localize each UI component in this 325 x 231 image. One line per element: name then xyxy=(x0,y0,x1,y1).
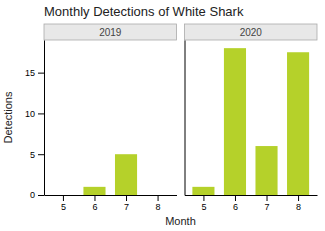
x-tick-label: 8 xyxy=(156,202,161,212)
y-tick: 10 xyxy=(25,109,44,119)
y-tick-label: 5 xyxy=(30,150,35,160)
facet-header xyxy=(185,24,318,40)
x-tick-mark xyxy=(158,195,159,201)
panel: 2019 5 6 7 8 0 5 10 15 xyxy=(25,24,177,212)
x-tick-mark xyxy=(267,195,268,201)
x-axis: 5 6 7 8 xyxy=(45,195,178,212)
x-tick-label: 7 xyxy=(124,202,129,212)
facet-header xyxy=(44,24,177,40)
facet-label: 2020 xyxy=(240,27,263,38)
background xyxy=(0,0,325,231)
bar xyxy=(52,195,74,196)
y-tick-mark xyxy=(38,154,44,155)
y-tick-label: 0 xyxy=(30,190,35,200)
x-tick: 6 xyxy=(92,195,97,212)
x-tick-mark xyxy=(63,195,64,201)
bars xyxy=(83,154,137,195)
y-axis-line xyxy=(44,41,45,196)
bar xyxy=(147,195,169,196)
x-tick-label: 5 xyxy=(61,202,66,212)
title: Monthly Detections of White Shark xyxy=(44,4,244,19)
x-tick-label: 6 xyxy=(92,202,97,212)
bar xyxy=(83,187,105,195)
x-tick-label: 6 xyxy=(233,202,238,212)
y-tick-label: 10 xyxy=(25,109,35,119)
chart: Monthly Detections of White Shark 2019 5 6 7… xyxy=(0,0,325,231)
panel: 2020 5 6 7 8 xyxy=(185,24,318,212)
x-axis-line xyxy=(45,195,178,196)
x-axis: 5 6 7 8 xyxy=(185,195,318,212)
bar xyxy=(192,187,214,195)
bar xyxy=(255,146,277,195)
x-tick-mark xyxy=(203,195,204,201)
x-tick: 6 xyxy=(233,195,238,212)
y-axis-title: Detections xyxy=(2,91,14,143)
x-tick-label: 7 xyxy=(265,202,270,212)
facet-label: 2019 xyxy=(99,27,122,38)
y-tick-mark xyxy=(38,195,44,196)
y-axis: 0 5 10 15 xyxy=(25,41,45,201)
x-tick: 5 xyxy=(61,195,66,212)
x-tick-label: 5 xyxy=(201,202,206,212)
x-tick: 8 xyxy=(296,195,301,212)
x-axis-title: Month xyxy=(165,215,196,227)
bars xyxy=(192,48,309,195)
bar xyxy=(224,48,246,195)
bar xyxy=(115,154,137,195)
y-tick: 5 xyxy=(30,150,44,160)
y-tick: 15 xyxy=(25,68,44,78)
x-tick-mark xyxy=(235,195,236,201)
y-tick-mark xyxy=(38,113,44,114)
y-tick-mark xyxy=(38,73,44,74)
x-tick-mark xyxy=(126,195,127,201)
y-tick-label: 15 xyxy=(25,68,35,78)
bar xyxy=(287,52,309,195)
x-tick-mark xyxy=(94,195,95,201)
x-axis-line xyxy=(185,195,318,196)
x-tick-label: 8 xyxy=(296,202,301,212)
y-tick: 0 xyxy=(30,190,44,200)
x-tick: 7 xyxy=(124,195,129,212)
x-tick: 7 xyxy=(265,195,270,212)
y-axis-line xyxy=(185,41,186,196)
x-tick: 8 xyxy=(156,195,161,212)
x-tick-mark xyxy=(298,195,299,201)
x-tick: 5 xyxy=(201,195,206,212)
y-axis xyxy=(185,41,186,196)
